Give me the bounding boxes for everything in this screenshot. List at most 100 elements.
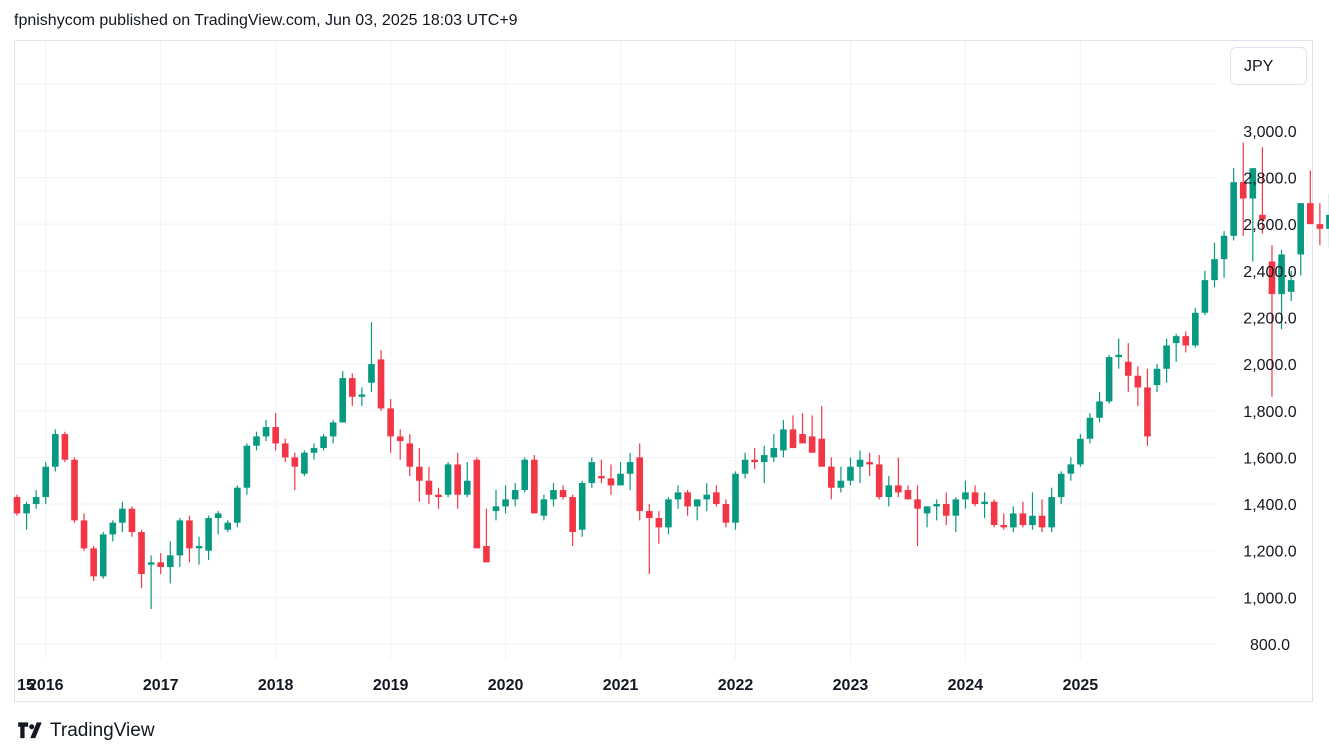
candle <box>703 483 711 512</box>
candle <box>665 497 672 535</box>
candle-body <box>157 562 164 568</box>
candle <box>1067 457 1075 481</box>
candle-body <box>713 492 720 505</box>
candle <box>195 536 203 565</box>
candle <box>166 541 174 584</box>
candle <box>1220 231 1228 278</box>
candle-body <box>99 534 107 577</box>
time-tick-label: 2024 <box>948 677 984 694</box>
chart-grid <box>15 41 1216 660</box>
candle-body <box>387 408 394 437</box>
candle <box>387 399 394 453</box>
price-tick-label: 2,000.0 <box>1243 357 1296 374</box>
candle <box>569 494 576 547</box>
price-tick-label: 2,400.0 <box>1243 264 1296 281</box>
price-tick-label: 2,200.0 <box>1243 310 1296 327</box>
time-tick-label: 2020 <box>488 677 524 694</box>
candle-body <box>511 490 519 500</box>
candle-body <box>205 518 212 551</box>
candle <box>42 462 50 505</box>
candle <box>1115 338 1122 369</box>
candle <box>693 499 701 521</box>
price-tick-label: 1,600.0 <box>1243 450 1296 467</box>
candle <box>1124 343 1132 393</box>
candle-body <box>320 436 327 449</box>
candle <box>1230 168 1237 241</box>
candle-body <box>904 490 912 500</box>
candle <box>320 434 327 451</box>
candle <box>799 413 806 444</box>
candle <box>281 438 289 463</box>
candle-body <box>42 466 50 498</box>
candle <box>1029 492 1036 530</box>
candle <box>463 462 471 498</box>
candle-body <box>109 522 117 535</box>
candle-body <box>923 506 931 514</box>
candle-body <box>914 499 921 509</box>
candle <box>32 490 40 509</box>
candle <box>1144 368 1151 446</box>
currency-button[interactable]: JPY <box>1230 47 1307 85</box>
candle <box>904 485 912 500</box>
candle-body <box>243 445 251 488</box>
candle <box>1134 366 1142 407</box>
price-tick-label: 1,400.0 <box>1243 497 1296 514</box>
candle <box>1182 331 1190 353</box>
candle-body <box>32 497 40 505</box>
candle-body <box>942 504 950 516</box>
candle-body <box>1220 235 1228 260</box>
candle-body <box>1153 368 1161 386</box>
price-tick-label: 1,000.0 <box>1243 590 1296 607</box>
candle-body <box>1307 203 1314 225</box>
candle-body <box>856 459 864 467</box>
candle <box>875 455 883 500</box>
price-tick-label: 1,800.0 <box>1243 404 1296 421</box>
candle-body <box>61 434 69 460</box>
candle <box>1086 413 1094 444</box>
candle-body <box>626 462 634 474</box>
candle-body <box>674 492 682 500</box>
candle <box>933 499 940 521</box>
time-tick-label: 2022 <box>718 677 754 694</box>
candle-body <box>1297 203 1305 255</box>
candle <box>818 406 826 467</box>
candle <box>856 450 864 484</box>
candle <box>578 480 586 537</box>
candle <box>789 415 797 449</box>
candle-body <box>617 473 624 486</box>
candle-body <box>396 436 404 442</box>
candle <box>1307 170 1314 225</box>
candle <box>157 553 164 575</box>
candle <box>147 555 155 610</box>
candle <box>684 490 691 516</box>
candle <box>176 518 184 568</box>
candle <box>1249 168 1257 262</box>
candle <box>301 450 308 477</box>
candle-body <box>990 501 998 526</box>
candle-body <box>329 422 337 437</box>
candle <box>1201 270 1209 316</box>
candle-body <box>1211 259 1218 281</box>
candle <box>329 420 337 444</box>
candle <box>1287 270 1295 302</box>
candle <box>71 457 78 523</box>
candle-body <box>1067 464 1075 474</box>
candle <box>607 464 615 495</box>
price-tick-label: 3,000.0 <box>1243 124 1296 141</box>
candle-body <box>1316 224 1324 229</box>
candle <box>502 485 509 514</box>
candle <box>914 485 921 547</box>
candle <box>358 387 366 407</box>
candle <box>1172 333 1180 362</box>
candle-body <box>224 522 232 530</box>
candle-body <box>1192 312 1199 346</box>
candle-body <box>444 464 452 495</box>
candle-body <box>1163 345 1170 369</box>
candle <box>751 448 758 470</box>
candle <box>99 532 107 579</box>
candle <box>1278 249 1285 330</box>
candle <box>253 431 260 451</box>
candle <box>1192 308 1199 348</box>
candle <box>52 429 59 472</box>
